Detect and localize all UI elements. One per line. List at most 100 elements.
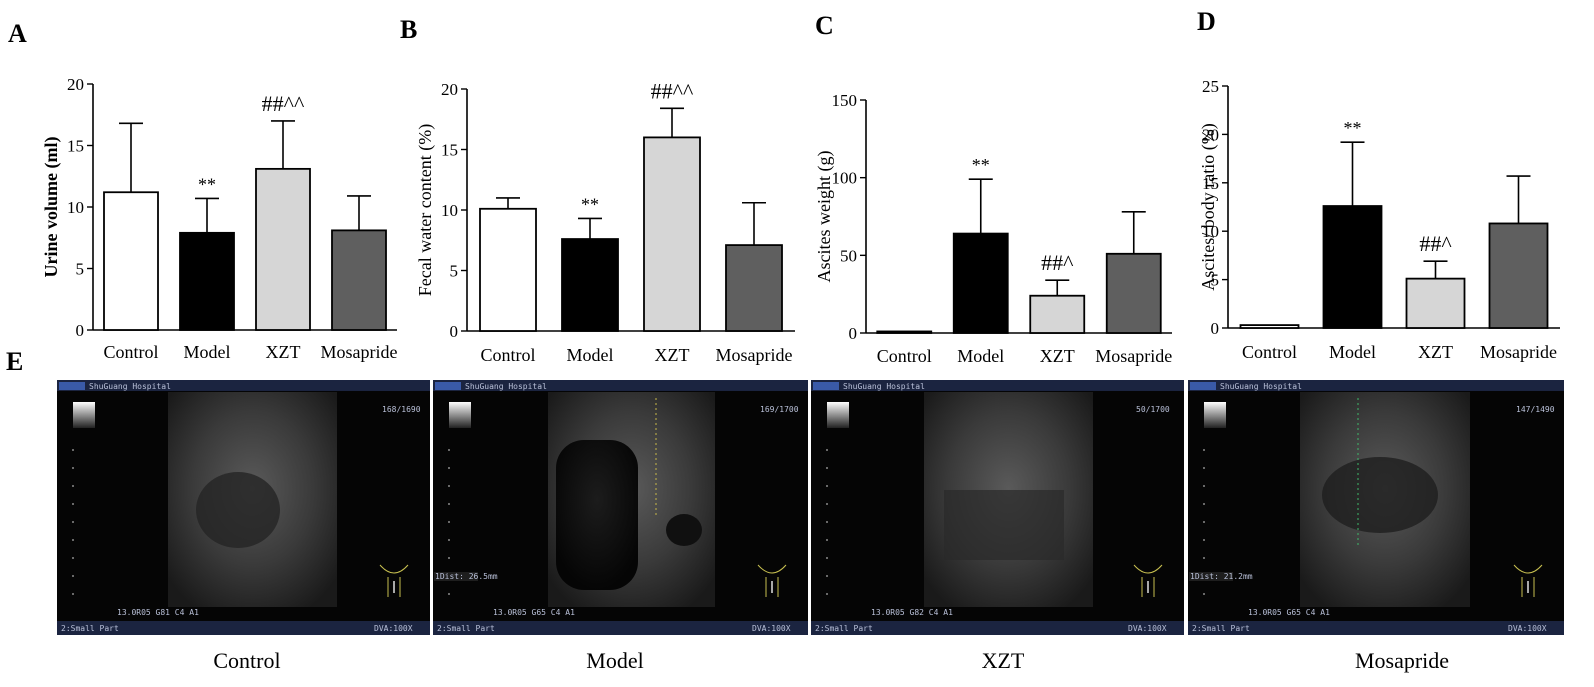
depth-marker <box>826 557 828 559</box>
significance-label: ##^ <box>1419 231 1452 256</box>
depth-marker <box>1203 557 1205 559</box>
y-tick-label: 10 <box>67 198 84 217</box>
chart-panel-B: B 0 5 10 15 20 Fecal water content (%) Control *… <box>400 15 795 365</box>
panel-letter: D <box>1197 7 1216 36</box>
ultrasound-footer-right: DVA:100X <box>752 624 791 633</box>
depth-marker <box>448 593 450 595</box>
ultrasound-caption: Mosapride <box>1355 648 1449 673</box>
y-tick-label: 5 <box>1211 271 1220 290</box>
ultrasound-counter: 168/1690 <box>382 405 421 414</box>
dark-region <box>944 490 1064 560</box>
measure-box <box>434 572 478 581</box>
grayscale-bar <box>449 402 471 428</box>
significance-label: ##^ <box>1041 250 1074 275</box>
chart-panel-A: A 0 5 10 15 20 Urine volume (ml) Control ** Model… <box>8 19 398 362</box>
category-label: XZT <box>1040 346 1075 366</box>
depth-marker <box>448 503 450 505</box>
depth-marker <box>1203 521 1205 523</box>
depth-marker <box>448 539 450 541</box>
aloka-logo <box>813 382 839 390</box>
body-marker-icon <box>1513 564 1543 597</box>
ultrasound-image-mosapride: ShuGuang Hospital 147/1490 2:Small Part DVA… <box>1188 380 1564 635</box>
bar-control <box>1239 324 1300 329</box>
ultrasound-header-bar <box>57 380 430 391</box>
depth-marker <box>826 593 828 595</box>
ultrasound-footer-bar <box>1188 621 1564 635</box>
y-tick-label: 15 <box>67 137 84 156</box>
depth-marker <box>826 521 828 523</box>
ultrasound-footer-right: DVA:100X <box>1508 624 1547 633</box>
depth-marker <box>826 503 828 505</box>
y-tick-label: 10 <box>441 201 458 220</box>
depth-marker <box>72 485 74 487</box>
ultrasound-footer-left: 2:Small Part <box>61 624 119 633</box>
ultrasound-probe-line: 13.0R05 G81 C4 A1 <box>117 608 199 617</box>
depth-marker <box>72 593 74 595</box>
ultrasound-image-xzt: ShuGuang Hospital 50/1700 2:Small Part DVA:… <box>811 380 1184 635</box>
bar-charts: A 0 5 10 15 20 Urine volume (ml) Control ** Model… <box>8 7 1560 366</box>
depth-marker <box>826 485 828 487</box>
bar-model <box>952 232 1009 334</box>
significance-label: ** <box>972 155 990 175</box>
measure-text: 1Dist: 26.5mm <box>435 572 498 581</box>
depth-marker <box>1203 593 1205 595</box>
panel-letter: A <box>8 19 27 48</box>
depth-marker <box>1203 539 1205 541</box>
y-tick-label: 0 <box>849 324 858 343</box>
aloka-logo <box>1190 382 1216 390</box>
ultrasound-header-text: ShuGuang Hospital <box>465 382 547 391</box>
bar-xzt <box>1029 294 1086 334</box>
depth-marker <box>1203 485 1205 487</box>
depth-marker <box>72 503 74 505</box>
body-marker-icon <box>379 564 409 597</box>
chart-panel-D: D 0 5 10 15 20 25 Ascites/ body ratio (%) Contro… <box>1197 7 1560 362</box>
category-label: Control <box>480 345 535 365</box>
ultrasound-footer-left: 2:Small Part <box>437 624 495 633</box>
fluid-region <box>1322 457 1438 533</box>
category-label: XZT <box>266 342 301 362</box>
depth-marker <box>1203 449 1205 451</box>
y-tick-label: 50 <box>840 246 857 265</box>
depth-marker <box>72 575 74 577</box>
ultrasound-footer-right: DVA:100X <box>374 624 413 633</box>
y-tick-label: 20 <box>441 80 458 99</box>
ultrasound-counter: 147/1490 <box>1516 405 1555 414</box>
depth-marker <box>1203 503 1205 505</box>
depth-marker <box>826 575 828 577</box>
depth-marker <box>72 449 74 451</box>
grayscale-bar <box>73 402 95 428</box>
category-label: Model <box>567 345 614 365</box>
ultrasound-probe-line: 13.0R05 G65 C4 A1 <box>1248 608 1330 617</box>
category-label: Mosapride <box>321 342 398 362</box>
significance-label: ##^^ <box>262 91 305 116</box>
ultrasound-footer-bar <box>811 621 1184 635</box>
bar-xzt <box>255 167 311 331</box>
aloka-logo <box>59 382 85 390</box>
category-label: Model <box>184 342 231 362</box>
depth-marker <box>72 521 74 523</box>
ultrasound-image-model: ShuGuang Hospital 169/1700 2:Small Part DVA… <box>433 380 808 635</box>
depth-marker <box>72 557 74 559</box>
category-label: Model <box>957 346 1004 366</box>
y-tick-label: 0 <box>76 321 85 340</box>
depth-marker <box>448 485 450 487</box>
ultrasound-caption: Model <box>586 648 643 673</box>
body-marker-icon <box>1133 564 1163 597</box>
y-tick-label: 0 <box>1211 319 1220 338</box>
bar-model <box>1322 205 1383 329</box>
category-label: XZT <box>655 345 690 365</box>
fluid-pocket <box>666 514 702 546</box>
y-tick-label: 20 <box>1202 125 1219 144</box>
y-axis-label: Urine volume (ml) <box>41 137 62 278</box>
y-tick-label: 15 <box>441 141 458 160</box>
category-label: Mosapride <box>1095 346 1172 366</box>
bar-mosapride <box>331 229 387 331</box>
ultrasound-header-bar <box>1188 380 1564 391</box>
y-axis-label: Ascites/ body ratio (%) <box>1198 123 1219 290</box>
ultrasound-image-control: ShuGuang Hospital 168/1690 2:Small Part DVA… <box>57 380 430 635</box>
dark-region <box>196 472 280 548</box>
significance-label: ** <box>1344 118 1362 138</box>
ultrasound-panel: E ShuGuang Hospital 168/1690 2:Small Part DV… <box>6 347 1564 673</box>
y-tick-label: 20 <box>67 75 84 94</box>
bar-control <box>479 207 537 332</box>
